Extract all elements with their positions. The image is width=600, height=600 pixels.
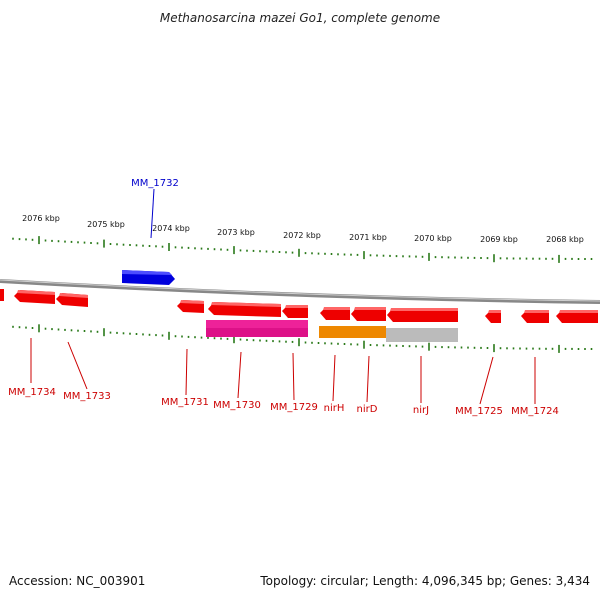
gene-label[interactable]: MM_1725 bbox=[455, 406, 503, 417]
gene-arrow-highlight bbox=[488, 310, 501, 313]
gene-arrow-highlight bbox=[390, 308, 458, 311]
ticks-inner bbox=[12, 324, 593, 353]
genome-summary-text: Topology: circular; Length: 4,096,345 bp… bbox=[260, 574, 590, 588]
map-title: Methanosarcina mazei Go1, complete genom… bbox=[160, 11, 440, 25]
kbp-label: 2072 kbp bbox=[283, 231, 321, 240]
rna-feature[interactable] bbox=[206, 320, 308, 328]
forward-gene-mm-1732[interactable] bbox=[122, 270, 175, 285]
kbp-label: 2074 kbp bbox=[152, 224, 190, 233]
rna-features bbox=[206, 320, 458, 342]
gene-label[interactable]: nirH bbox=[324, 403, 345, 414]
gene-arrow-highlight bbox=[285, 305, 308, 308]
gene-arrow[interactable] bbox=[387, 308, 458, 322]
leader-line bbox=[292, 352, 295, 401]
reverse-gene-highlights bbox=[17, 290, 598, 313]
leader-line bbox=[150, 188, 155, 239]
gene-arrow[interactable] bbox=[521, 310, 549, 323]
gene-label[interactable]: MM_1734 bbox=[8, 387, 56, 398]
gene-arrow[interactable] bbox=[282, 305, 308, 318]
gene-arrow[interactable] bbox=[485, 310, 501, 323]
kbp-label: 2076 kbp bbox=[22, 214, 60, 223]
gene-leader-lines bbox=[30, 188, 536, 405]
gene-arrow-highlight bbox=[524, 310, 549, 313]
gene-label[interactable]: MM_1724 bbox=[511, 406, 559, 417]
kbp-label: 2071 kbp bbox=[349, 233, 387, 242]
leader-line bbox=[185, 348, 188, 396]
gene-label[interactable]: MM_1730 bbox=[213, 400, 261, 411]
leader-line bbox=[366, 355, 370, 403]
gene-labels: MM_1732 MM_1734 MM_1733 MM_1731 MM_1730 … bbox=[8, 178, 559, 417]
gene-arrow-highlight bbox=[211, 302, 281, 307]
gene-arrow[interactable] bbox=[320, 307, 350, 320]
kbp-label: 2070 kbp bbox=[414, 234, 452, 243]
rna-feature[interactable] bbox=[319, 326, 386, 338]
gene-arrow[interactable] bbox=[351, 307, 386, 321]
ticks-outer bbox=[12, 236, 593, 263]
leader-line bbox=[237, 351, 242, 399]
kbp-label: 2069 kbp bbox=[480, 235, 518, 244]
kbp-label: 2075 kbp bbox=[87, 220, 125, 229]
gene-arrow[interactable] bbox=[556, 310, 598, 323]
gene-arrow-highlight bbox=[122, 270, 172, 275]
gene-arrow-highlight bbox=[559, 310, 598, 313]
leader-line bbox=[332, 354, 336, 402]
accession-text: Accession: NC_003901 bbox=[9, 574, 146, 588]
rna-feature[interactable] bbox=[206, 328, 308, 337]
gene-label[interactable]: MM_1733 bbox=[63, 391, 111, 402]
gene-arrow-highlight bbox=[59, 293, 88, 298]
kbp-label: 2073 kbp bbox=[217, 228, 255, 237]
gene-arrow-highlight bbox=[354, 307, 386, 310]
kbp-scale-labels: 2076 kbp 2075 kbp 2074 kbp 2073 kbp 2072… bbox=[22, 214, 584, 244]
leader-line bbox=[479, 356, 494, 405]
gene-arrow-highlight bbox=[323, 307, 350, 310]
gene-label[interactable]: MM_1729 bbox=[270, 402, 318, 413]
gene-label[interactable]: MM_1731 bbox=[161, 397, 209, 408]
gene-label[interactable]: nirJ bbox=[413, 405, 429, 416]
genome-backbone bbox=[0, 279, 600, 304]
kbp-label: 2068 kbp bbox=[546, 235, 584, 244]
gene-arrow-highlight bbox=[180, 300, 204, 304]
gene-label[interactable]: nirD bbox=[357, 404, 378, 415]
gene-arrow-highlight bbox=[17, 290, 55, 295]
rna-feature[interactable] bbox=[386, 328, 458, 342]
gene-arrow[interactable] bbox=[0, 289, 4, 301]
genome-backbone-highlight bbox=[0, 279, 600, 302]
leader-line bbox=[67, 341, 88, 390]
gene-label[interactable]: MM_1732 bbox=[131, 178, 179, 189]
